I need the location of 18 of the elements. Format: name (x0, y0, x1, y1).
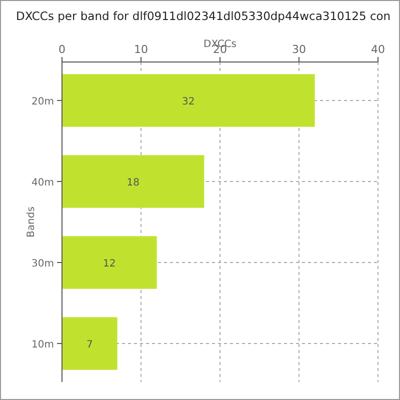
y-tick-label: 20m (32, 96, 54, 108)
y-axis-title: Bands (26, 206, 37, 238)
x-tick-label: 40 (371, 43, 385, 56)
x-tick-label: 30 (292, 43, 306, 56)
y-tick-label: 10m (32, 340, 54, 351)
data-label: 7 (86, 340, 93, 351)
bar (62, 236, 157, 289)
bar (62, 155, 204, 208)
data-label: 32 (182, 96, 195, 108)
bar (62, 74, 315, 127)
data-label: 12 (103, 258, 116, 270)
chart-title: DXCCs per band for dlf0911dl02341dl05330dp44wca310125 con (16, 9, 391, 23)
bar (62, 317, 118, 370)
x-tick-label: 0 (58, 43, 66, 56)
y-tick-label: 40m (32, 177, 54, 188)
y-tick-label: 30m (32, 258, 54, 270)
x-tick-label: 10 (134, 43, 148, 56)
data-label: 18 (126, 177, 140, 188)
